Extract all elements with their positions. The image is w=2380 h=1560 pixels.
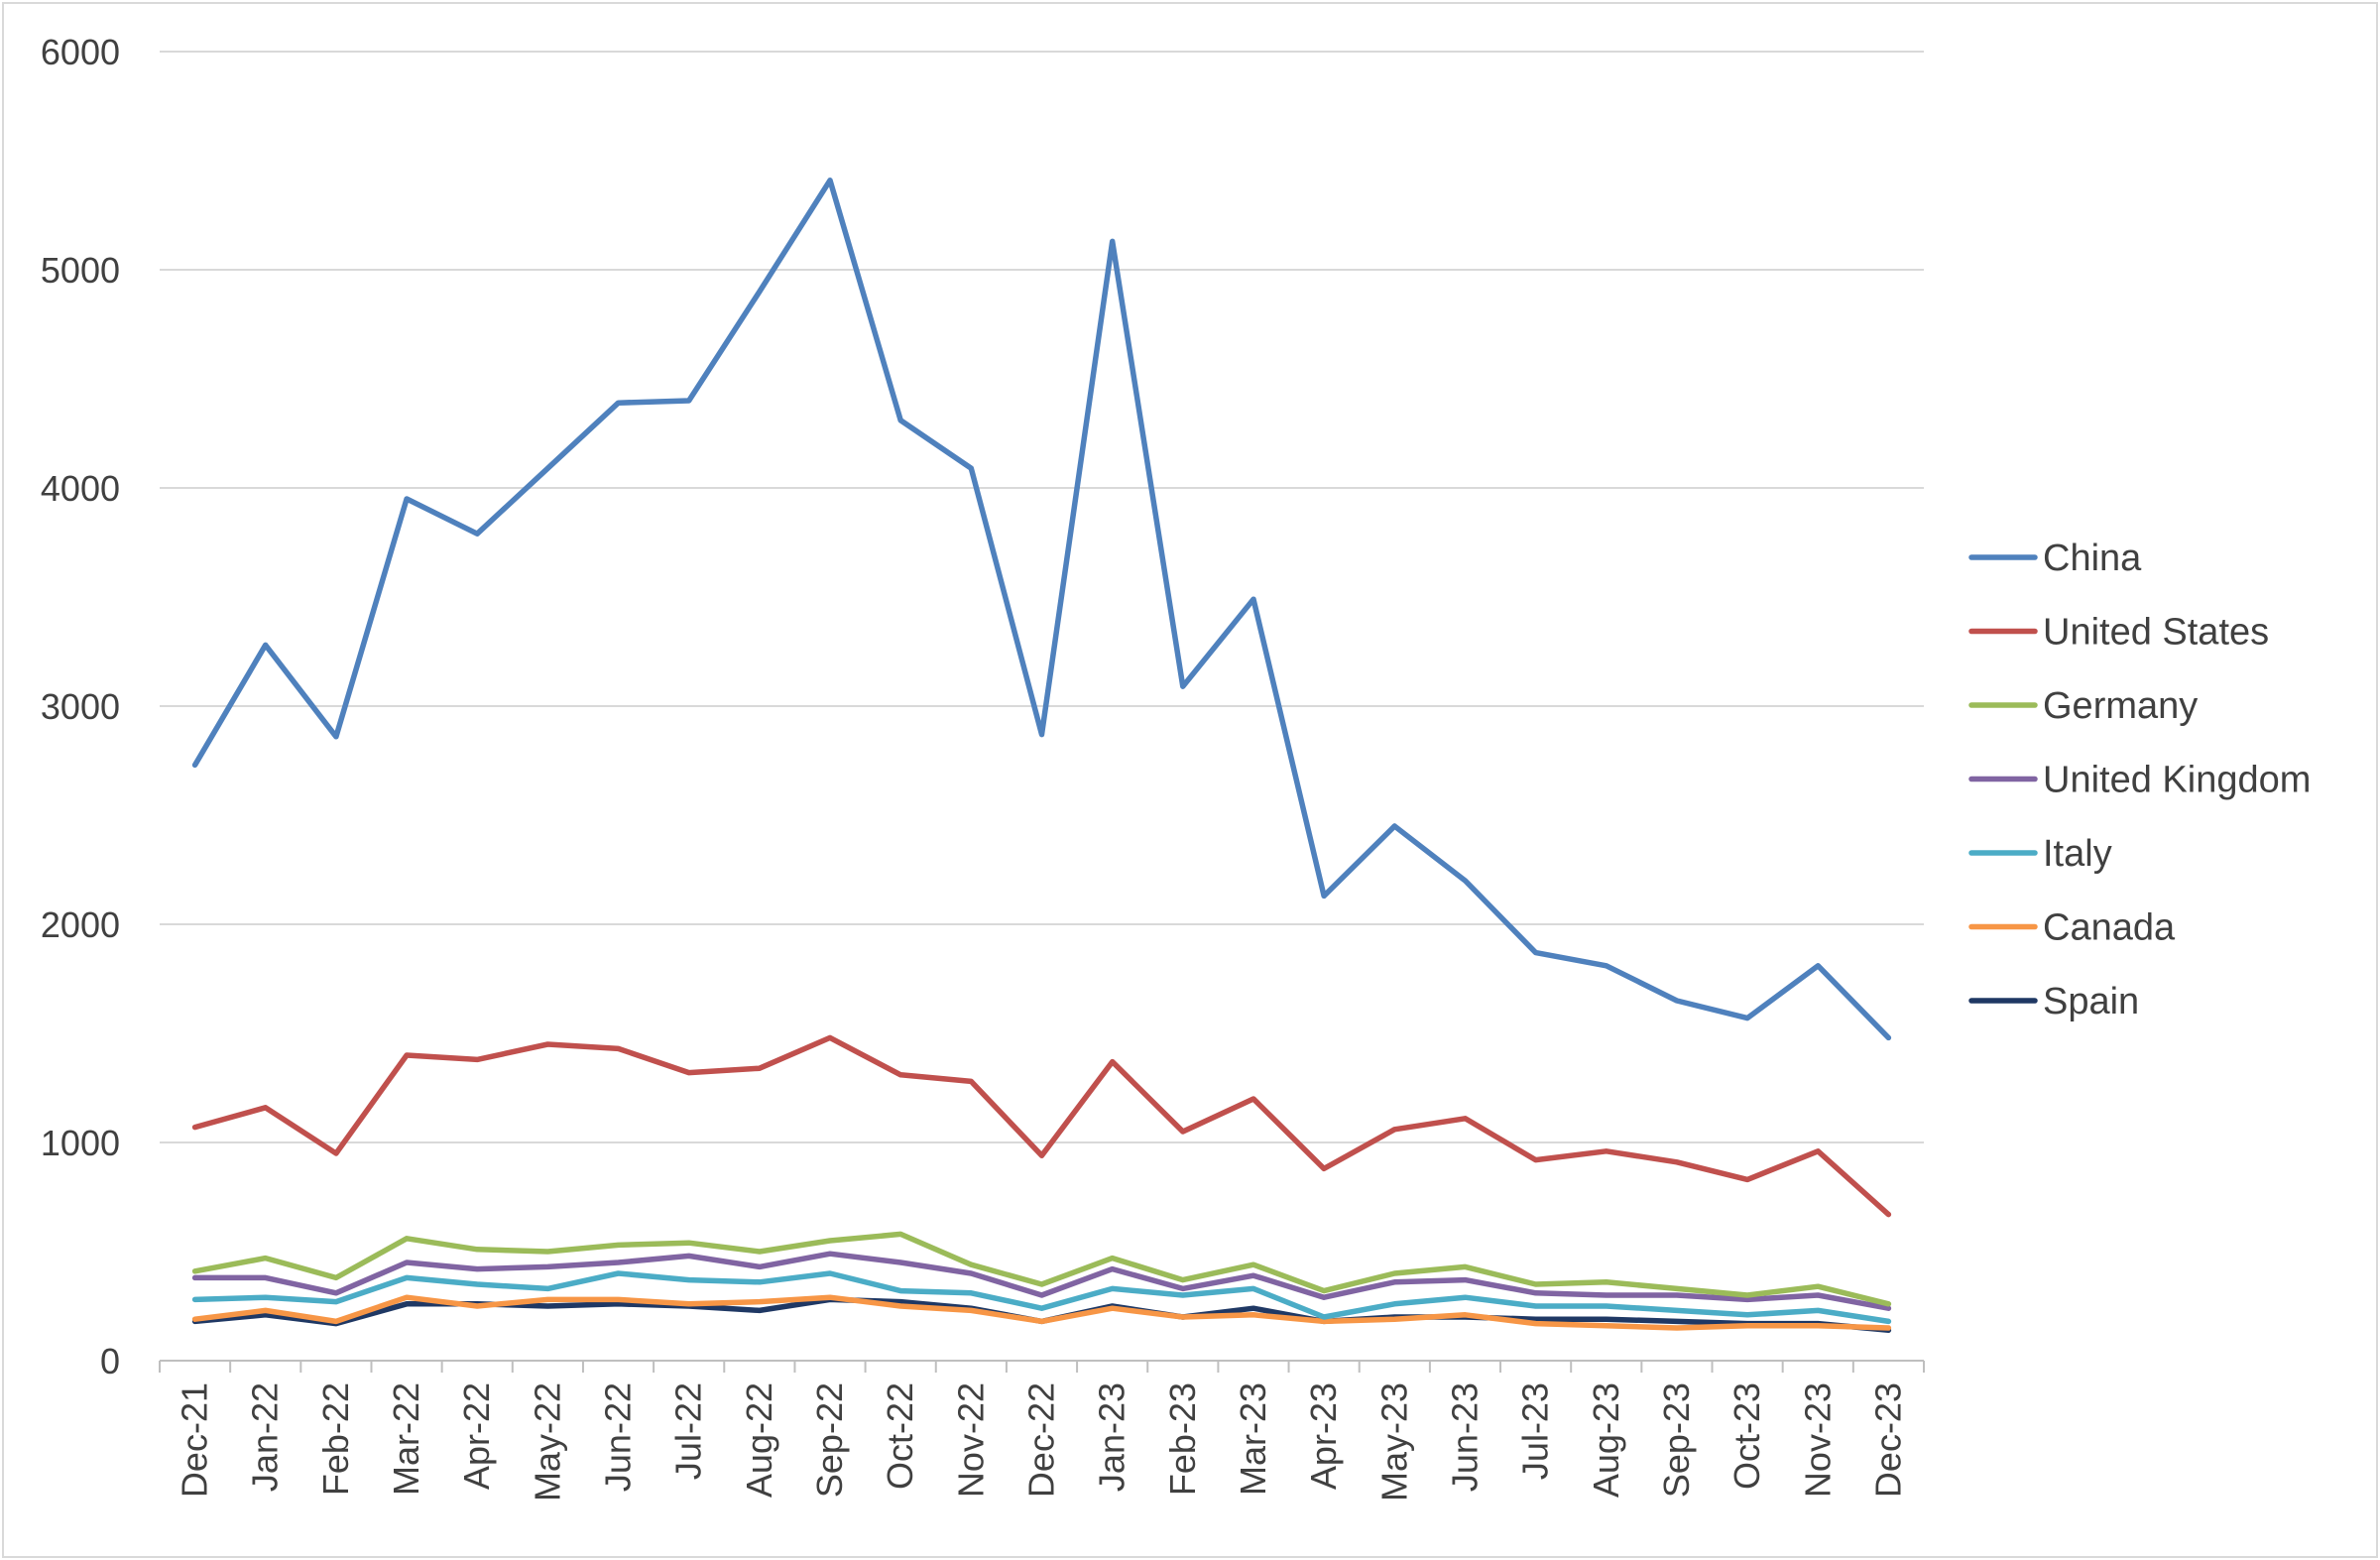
legend-label-united-kingdom: United Kingdom <box>2043 760 2311 801</box>
legend-label-italy: Italy <box>2043 833 2112 875</box>
legend-label-spain: Spain <box>2043 981 2139 1022</box>
legend-label-china: China <box>2043 538 2142 579</box>
x-tick-label: Aug-22 <box>739 1382 779 1498</box>
series-line-united-states <box>191 1034 1892 1218</box>
legend-label-united-states: United States <box>2043 612 2269 654</box>
x-tick-label: Sep-22 <box>809 1382 850 1498</box>
x-tick-label: Dec-21 <box>175 1382 215 1498</box>
x-tick-label: Nov-23 <box>1797 1382 1838 1498</box>
x-tick-label: May-22 <box>527 1382 567 1501</box>
x-tick-label: Jan-22 <box>245 1382 286 1492</box>
series-line-canada <box>191 1294 1892 1331</box>
x-tick-label: Oct-22 <box>880 1382 920 1490</box>
x-tick-label: Feb-22 <box>315 1382 356 1496</box>
series-lines <box>191 178 1892 1333</box>
x-tick-label: Dec-23 <box>1867 1382 1908 1498</box>
y-tick-label: 0 <box>100 1341 120 1381</box>
legend: China United States Germany United Kingdom I… <box>1968 538 2311 1022</box>
y-axis-tick-labels: 0 1000 2000 3000 4000 5000 6000 <box>41 32 120 1381</box>
x-tick-label: Jan-23 <box>1092 1382 1132 1492</box>
x-tick-label: Oct-23 <box>1726 1382 1767 1490</box>
y-tick-label: 3000 <box>41 686 120 727</box>
y-tick-label: 6000 <box>41 32 120 72</box>
legend-label-germany: Germany <box>2043 685 2198 727</box>
x-tick-label: Feb-23 <box>1162 1382 1203 1496</box>
x-tick-label: Jun-22 <box>598 1382 639 1492</box>
series-line-china <box>191 178 1892 1041</box>
x-tick-label: Nov-22 <box>950 1382 991 1498</box>
legend-label-canada: Canada <box>2043 907 2176 949</box>
series-line-italy <box>191 1270 1892 1325</box>
series-line-germany <box>191 1231 1892 1307</box>
y-tick-label: 1000 <box>41 1123 120 1163</box>
x-axis-tick-labels: Dec-21 Jan-22 Feb-22 Mar-22 Apr-22 May-22 Jun-… <box>159 1361 1925 1501</box>
y-tick-label: 4000 <box>41 468 120 509</box>
x-tick-label: Jul-22 <box>668 1382 709 1480</box>
x-tick-label: Apr-22 <box>456 1382 497 1490</box>
x-tick-label: Mar-22 <box>386 1382 426 1496</box>
x-tick-label: Sep-23 <box>1656 1382 1697 1498</box>
x-tick-label: Jul-23 <box>1515 1382 1556 1480</box>
x-tick-label: Aug-23 <box>1586 1382 1626 1498</box>
series-line-united-kingdom <box>191 1251 1892 1311</box>
x-tick-label: Mar-23 <box>1233 1382 1273 1496</box>
y-tick-label: 5000 <box>41 250 120 291</box>
x-tick-label: Apr-23 <box>1303 1382 1344 1490</box>
x-tick-label: May-23 <box>1373 1382 1414 1501</box>
x-tick-label: Dec-22 <box>1021 1382 1062 1498</box>
x-tick-label: Jun-23 <box>1444 1382 1485 1492</box>
y-tick-label: 2000 <box>41 904 120 945</box>
gridlines <box>160 51 1924 1362</box>
